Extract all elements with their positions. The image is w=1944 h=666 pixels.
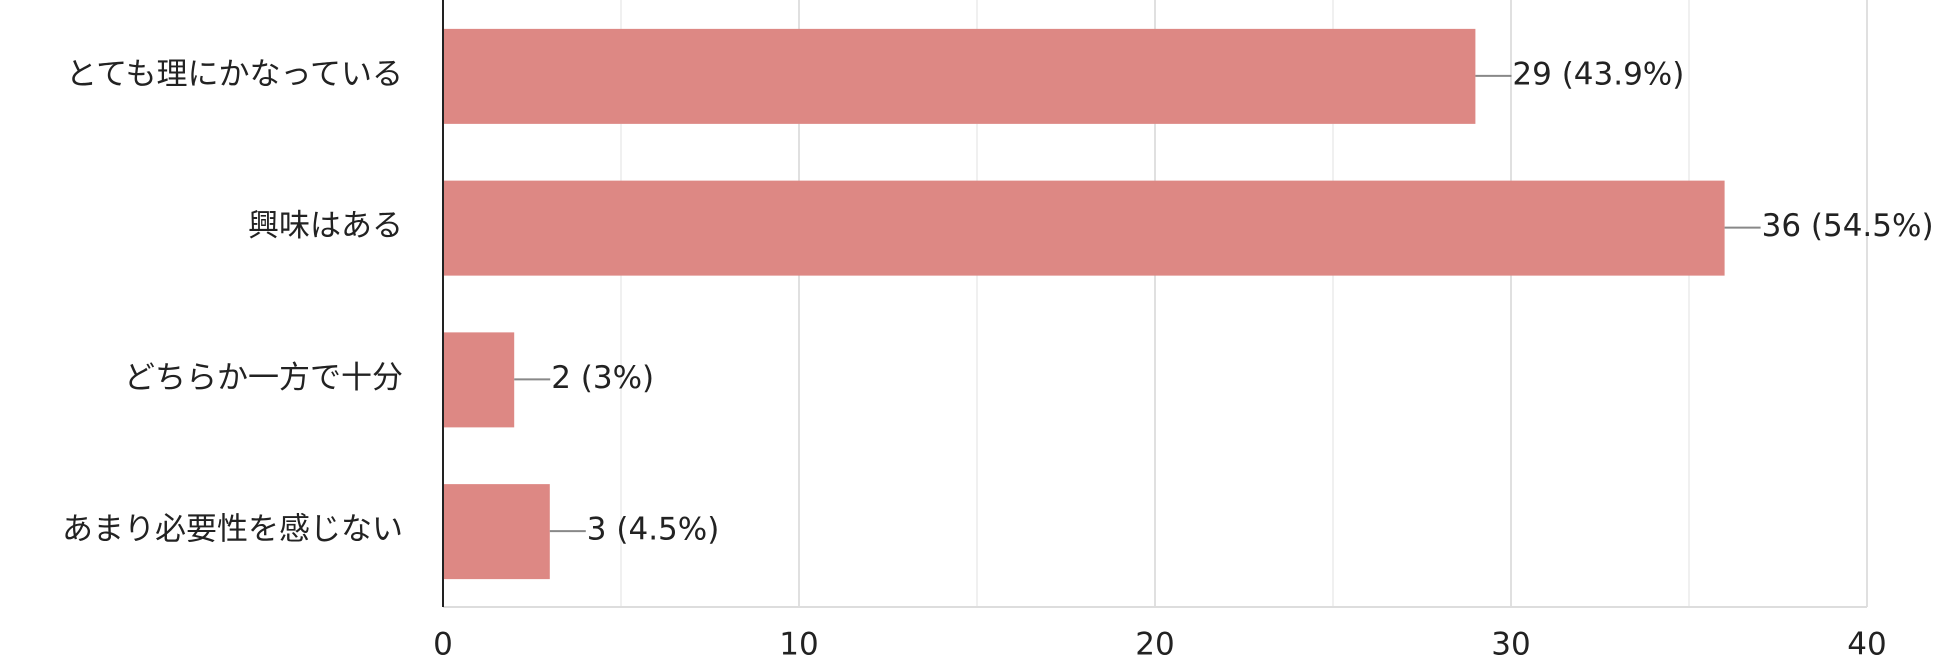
x-tick-label: 0 — [433, 627, 453, 663]
y-tick-label: どちらか一方で十分 — [124, 360, 403, 396]
bar — [443, 484, 550, 580]
x-tick-label: 40 — [1847, 627, 1886, 663]
y-tick-label: あまり必要性を感じない — [62, 512, 403, 548]
y-tick-label: とても理にかなっている — [66, 56, 403, 92]
bar — [443, 28, 1476, 124]
value-label: 2 (3%) — [551, 360, 654, 396]
value-label: 3 (4.5%) — [587, 512, 720, 548]
value-label: 36 (54.5%) — [1762, 208, 1934, 244]
bar — [443, 180, 1725, 276]
x-tick-label: 10 — [779, 627, 818, 663]
x-tick-label: 30 — [1491, 627, 1530, 663]
x-tick-label: 20 — [1135, 627, 1174, 663]
value-label: 29 (43.9%) — [1512, 56, 1684, 92]
bar — [443, 332, 515, 428]
y-tick-label: 興味はある — [248, 208, 403, 244]
